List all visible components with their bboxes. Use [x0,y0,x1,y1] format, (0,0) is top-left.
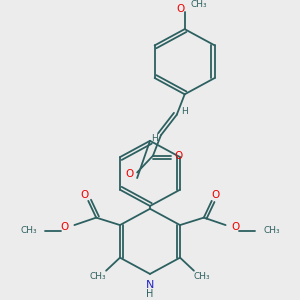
Text: O: O [232,222,240,232]
Text: H: H [152,134,158,143]
Text: O: O [212,190,220,200]
Text: CH₃: CH₃ [263,226,280,235]
Text: CH₃: CH₃ [190,0,207,9]
Text: H: H [146,290,154,299]
Text: O: O [175,151,183,161]
Text: O: O [60,222,68,232]
Text: CH₃: CH₃ [20,226,37,235]
Text: O: O [177,4,185,14]
Text: CH₃: CH₃ [194,272,210,281]
Text: N: N [146,280,154,290]
Text: CH₃: CH₃ [90,272,106,281]
Text: H: H [181,106,188,116]
Text: O: O [125,169,133,179]
Text: O: O [80,190,88,200]
